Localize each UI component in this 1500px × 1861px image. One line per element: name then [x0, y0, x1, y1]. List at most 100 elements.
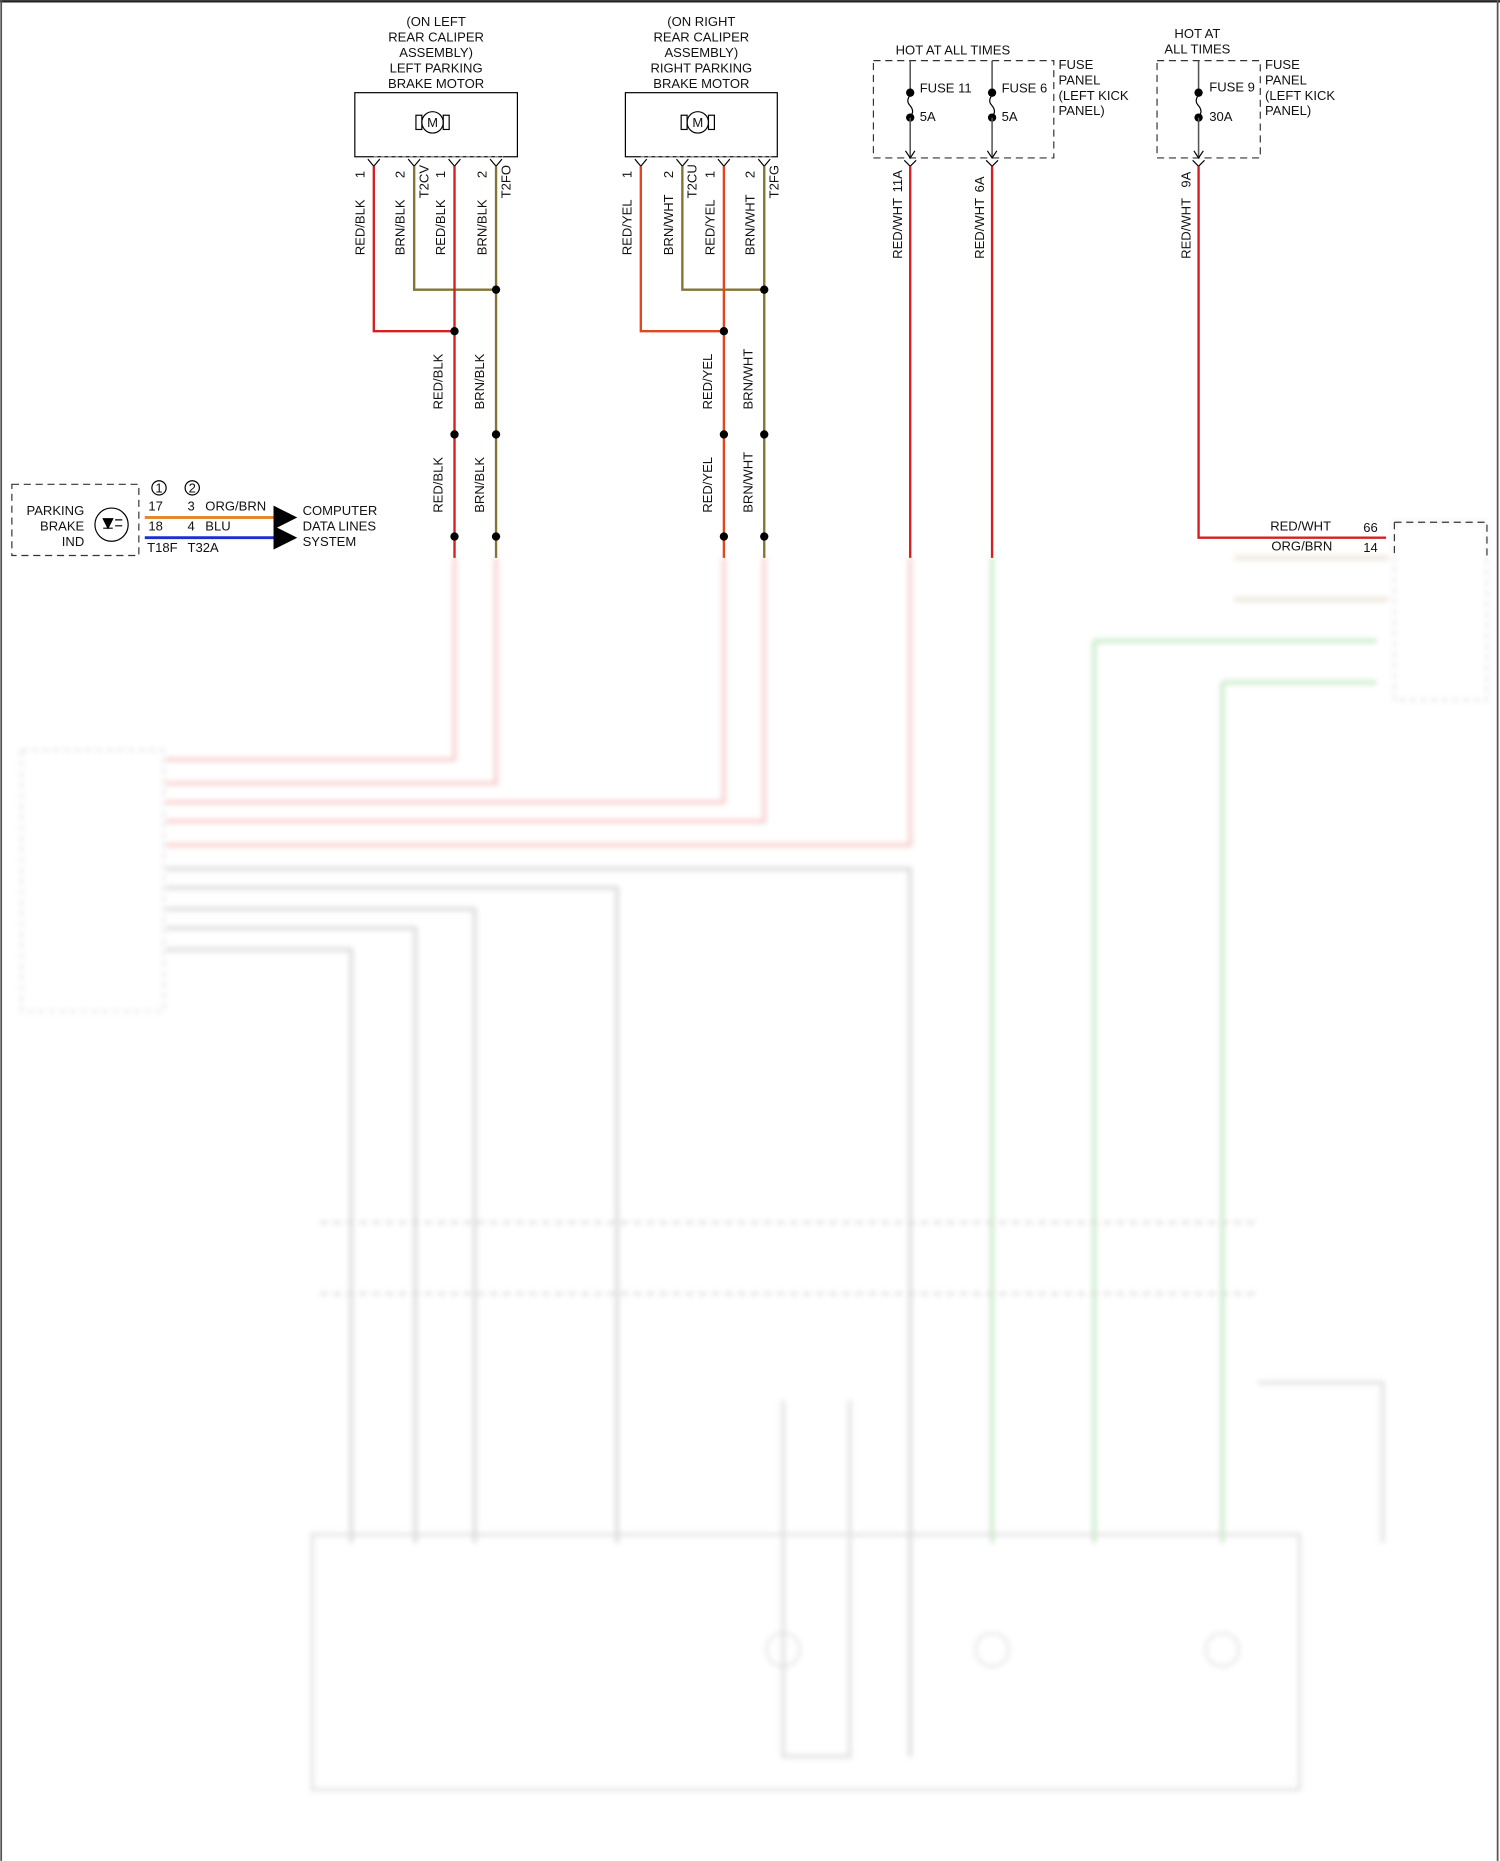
wire-label: ORG/BRN — [1271, 539, 1332, 554]
splice-dot — [450, 327, 459, 336]
destination-label: COMPUTER — [303, 503, 378, 518]
left-motor-label: BRAKE MOTOR — [388, 76, 484, 91]
wire — [639, 166, 724, 333]
wire-label: BLU — [205, 519, 230, 534]
wire-label: BRN/WHT — [743, 194, 758, 255]
variant-mark-icon — [184, 480, 200, 496]
led-diode-icon — [102, 518, 123, 530]
pin-terminal-icon — [448, 158, 461, 168]
wire — [681, 166, 765, 291]
pin-number: 2 — [475, 171, 490, 178]
arrow-icon — [986, 150, 998, 160]
fuse-panel-label: (LEFT KICK — [1265, 88, 1335, 103]
wire-label: BRN/WHT — [661, 194, 676, 255]
pin-label: 9A — [1178, 171, 1193, 187]
splice-dot — [491, 430, 501, 439]
pin-label: 6A — [972, 176, 987, 192]
right-motor-label: ASSEMBLY) — [664, 45, 738, 60]
fuse-rating: 30A — [1209, 109, 1233, 124]
pin-label: 17 — [148, 498, 163, 513]
wire-label: RED/BLK — [352, 199, 367, 255]
splice-dot — [450, 430, 459, 439]
motor-icon-brush — [442, 114, 450, 131]
splice-dot — [760, 430, 769, 439]
pin-number: 2 — [743, 171, 758, 178]
wire-label: BRN/BLK — [472, 353, 487, 409]
arrow-icon — [1193, 150, 1204, 160]
wire-label: RED/WHT — [890, 198, 905, 259]
wire — [372, 166, 455, 333]
connector-label: T2FO — [498, 165, 513, 198]
indicator-box — [11, 483, 140, 557]
pin-label: 11A — [890, 170, 905, 193]
wire-label: ORG/BRN — [205, 498, 266, 513]
variant-mark: 1 — [155, 481, 162, 496]
fuse-name: FUSE 6 — [1002, 81, 1048, 96]
pin-label: 3 — [187, 498, 194, 513]
left-motor-label: (ON LEFT — [406, 14, 465, 29]
motor-icon-brush — [680, 114, 688, 131]
module-box — [1394, 521, 1488, 558]
right-motor-label: RIGHT PARKING — [650, 61, 752, 76]
pin-label: 14 — [1363, 540, 1378, 555]
fuse-rating: 5A — [1002, 109, 1018, 124]
wire-label: RED/YEL — [700, 457, 715, 513]
fuse-icon — [1195, 94, 1202, 117]
fuse-panel-box — [872, 60, 1055, 159]
wire-label: BRN/BLK — [472, 457, 487, 513]
pin-number: 2 — [661, 171, 676, 178]
wire — [1197, 166, 1387, 539]
right-motor-label: (ON RIGHT — [667, 14, 735, 29]
pin-terminal-icon — [903, 159, 917, 168]
wire — [412, 166, 497, 291]
fuse-rating: 5A — [920, 109, 936, 124]
variant-mark: 2 — [189, 481, 196, 496]
splice-dot — [719, 327, 729, 336]
fuse-panel-label: FUSE — [1059, 57, 1094, 72]
wire-label: RED/WHT — [972, 198, 987, 259]
left-motor-label: REAR CALIPER — [388, 30, 484, 45]
connector-label: T2FG — [766, 165, 781, 198]
fuse-panel-header: HOT AT ALL TIMES — [896, 43, 1011, 58]
fuse-panel-label: (LEFT KICK — [1059, 88, 1129, 103]
fuse-name: FUSE 11 — [920, 81, 972, 96]
fuse-panel-label: PANEL — [1265, 72, 1307, 87]
indicator-label: BRAKE — [40, 519, 85, 534]
wire-label: RED/BLK — [433, 199, 448, 255]
pin-terminal-icon — [1192, 159, 1205, 168]
obscured-lower-diagram — [20, 521, 1488, 1791]
connector-label: T32A — [187, 540, 218, 555]
wire-label: RED/BLK — [431, 457, 446, 513]
splice-dot — [760, 532, 769, 541]
pin-number: 1 — [352, 171, 367, 178]
fuse-icon — [989, 94, 996, 117]
pin-label: 66 — [1363, 520, 1378, 535]
led-icon — [94, 507, 129, 542]
destination-label: SYSTEM — [303, 534, 357, 549]
fuse-panel-label: PANEL — [1059, 72, 1101, 87]
fuse-icon — [907, 94, 914, 117]
fuse-panel-label: PANEL) — [1059, 103, 1105, 118]
destination-label: DATA LINES — [303, 519, 377, 534]
wire-label: BRN/WHT — [740, 349, 755, 410]
wire-label: BRN/WHT — [740, 452, 755, 513]
pin-terminal-icon — [634, 158, 648, 168]
motor-symbol: M — [427, 115, 438, 130]
right-motor-label: REAR CALIPER — [653, 30, 749, 45]
wire-label: RED/YEL — [700, 354, 715, 410]
splice-dot — [906, 88, 915, 97]
splice-dot — [491, 285, 501, 294]
wire-label: RED/WHT — [1178, 198, 1193, 259]
left-motor-label: LEFT PARKING — [390, 61, 483, 76]
fuse-panel-header: ALL TIMES — [1164, 42, 1230, 57]
motor-icon-brush — [707, 114, 715, 131]
connector-label: T2CV — [416, 165, 431, 199]
fuse-panel-box — [1156, 60, 1261, 159]
pin-terminal-icon — [717, 158, 731, 168]
splice-dot — [491, 532, 501, 541]
fuse-panel-label: PANEL) — [1265, 103, 1311, 118]
motor-symbol: M — [692, 115, 703, 130]
wire-label: RED/WHT — [1270, 519, 1331, 534]
